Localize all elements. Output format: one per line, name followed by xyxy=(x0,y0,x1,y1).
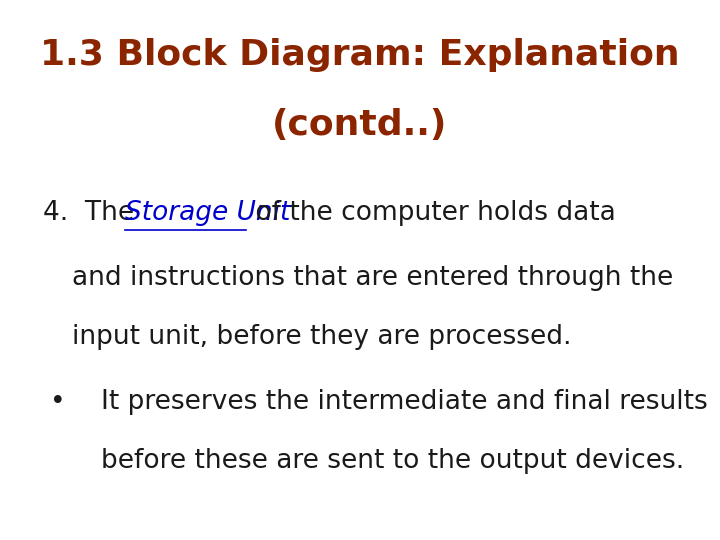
Text: It preserves the intermediate and final results: It preserves the intermediate and final … xyxy=(101,389,708,415)
Text: 1.3 Block Diagram: Explanation: 1.3 Block Diagram: Explanation xyxy=(40,38,680,72)
Text: (contd..): (contd..) xyxy=(272,108,448,142)
Text: •: • xyxy=(50,389,66,415)
Text: 4.  The: 4. The xyxy=(43,200,143,226)
Text: before these are sent to the output devices.: before these are sent to the output devi… xyxy=(101,448,684,474)
Text: Storage Unit: Storage Unit xyxy=(125,200,290,226)
Text: of the computer holds data: of the computer holds data xyxy=(247,200,616,226)
Text: input unit, before they are processed.: input unit, before they are processed. xyxy=(72,324,572,350)
Text: and instructions that are entered through the: and instructions that are entered throug… xyxy=(72,265,673,291)
